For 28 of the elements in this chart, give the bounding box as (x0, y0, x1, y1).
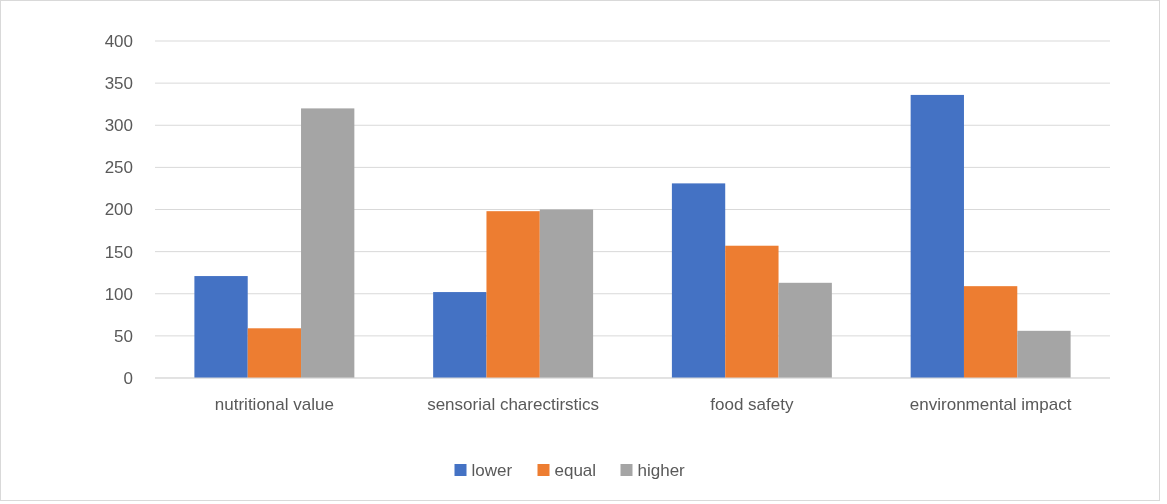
y-tick-label: 200 (104, 200, 133, 220)
bar (301, 108, 355, 378)
x-tick-label: environmental impact (909, 395, 1072, 414)
legend-label: higher (637, 460, 686, 480)
x-tick-label: nutritional value (214, 395, 334, 414)
bar (486, 211, 540, 378)
y-tick-label: 350 (104, 74, 133, 94)
bar (433, 292, 487, 378)
bar (539, 209, 594, 378)
y-tick-label: 100 (104, 284, 133, 304)
y-tick-label: 400 (104, 31, 133, 51)
y-tick-label: 250 (104, 158, 133, 178)
bar (194, 276, 248, 378)
bar (725, 245, 779, 378)
y-tick-label: 300 (104, 116, 133, 136)
bar (247, 328, 302, 378)
y-tick-label: 0 (123, 368, 133, 388)
bar (963, 286, 1018, 378)
y-tick-label: 50 (114, 326, 133, 346)
legend-label: lower (471, 460, 513, 480)
bar (910, 94, 964, 378)
x-tick-label: food safety (710, 395, 794, 414)
y-tick-label: 150 (104, 242, 133, 262)
bar (778, 282, 832, 378)
legend-label: equal (554, 460, 597, 480)
x-tick-label: sensorial charectirstics (427, 395, 600, 414)
bar (1017, 330, 1071, 378)
bar (671, 183, 726, 378)
